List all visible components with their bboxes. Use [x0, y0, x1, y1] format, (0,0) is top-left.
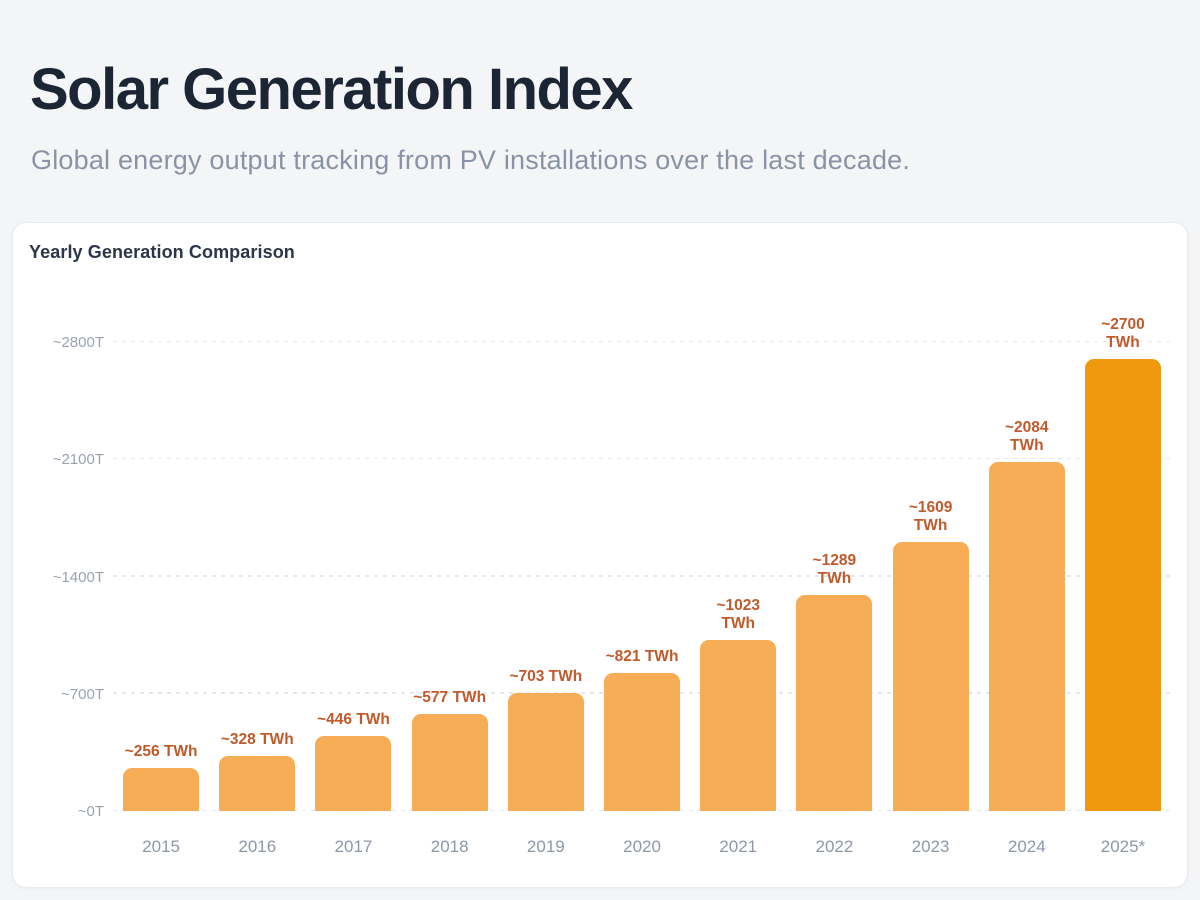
bar: ~1289 TWh — [796, 552, 873, 811]
x-axis-tick-label: 2021 — [719, 837, 758, 856]
bar: ~446 TWh — [315, 711, 392, 811]
bar: ~821 TWh — [604, 648, 681, 811]
x-axis-tick-label: 2024 — [1007, 837, 1046, 856]
y-axis-tick-label: ~1400T — [52, 568, 104, 586]
page-title: Solar Generation Index — [30, 57, 633, 122]
bar-value-label: ~2084 TWh — [1005, 418, 1049, 454]
bar: ~256 TWh — [123, 743, 200, 811]
bars-row: ~256 TWh 2015 ~328 TWh 2016 ~446 TWh 2017 ~577… — [113, 301, 1171, 856]
bar-group: ~2700 TWh 2025* — [1075, 301, 1171, 856]
gridline — [113, 340, 1171, 342]
bar: ~2084 TWh — [988, 419, 1065, 811]
gridline — [113, 574, 1171, 577]
bar: ~2700 TWh — [1084, 316, 1161, 811]
bar-group: ~703 TWh 2019 — [498, 301, 594, 856]
page-subtitle: Global energy output tracking from PV in… — [31, 145, 911, 175]
x-axis-tick-label: 2025* — [1100, 837, 1146, 856]
bar-value-label: ~703 TWh — [509, 668, 583, 686]
bar-value-label: ~2700 TWh — [1101, 315, 1145, 351]
x-axis-tick-label: 2015 — [142, 837, 181, 856]
y-axis-tick-label: ~0T — [77, 803, 104, 820]
bar: ~1609 TWh — [892, 499, 969, 811]
bar-value-label: ~446 TWh — [317, 711, 390, 729]
bar-group: ~1609 TWh 2023 — [883, 301, 979, 856]
bar-group: ~1289 TWh 2022 — [786, 301, 882, 856]
x-axis-tick-label: 2018 — [430, 837, 469, 856]
plot-area: ~2800T ~2100T ~1400T ~700T ~0T ~256 TWh 2015 ~… — [53, 301, 1171, 856]
x-axis-tick-label: 2017 — [334, 837, 373, 856]
bar: ~577 TWh — [411, 689, 488, 811]
bar-group: ~1023 TWh 2021 — [690, 301, 786, 856]
bar: ~1023 TWh — [700, 597, 777, 811]
x-axis-tick-label: 2023 — [911, 837, 950, 856]
x-axis-tick-label: 2022 — [815, 837, 854, 856]
bar: ~703 TWh — [507, 668, 584, 811]
bar-group: ~328 TWh 2016 — [209, 301, 305, 856]
bar-value-label: ~1289 TWh — [812, 552, 857, 588]
gridline — [113, 457, 1171, 460]
bar-group: ~2084 TWh 2024 — [979, 301, 1075, 856]
bar-group: ~821 TWh 2020 — [594, 301, 690, 856]
bar-value-label: ~577 TWh — [413, 689, 487, 707]
bar-value-label: ~256 TWh — [124, 743, 198, 761]
bar-group: ~256 TWh 2015 — [113, 301, 209, 856]
chart-title: Yearly Generation Comparison — [29, 242, 295, 262]
chart-card: Yearly Generation Comparison ~2800T ~2100… — [12, 222, 1188, 888]
y-axis-tick-label: ~2800T — [52, 334, 104, 351]
x-axis-tick-label: 2016 — [238, 837, 277, 856]
bar-group: ~446 TWh 2017 — [305, 301, 401, 856]
bar-value-label: ~328 TWh — [220, 731, 294, 749]
y-axis-tick-label: ~700T — [61, 685, 104, 703]
bar-value-label: ~821 TWh — [605, 648, 679, 666]
y-axis-tick-label: ~2100T — [52, 451, 104, 469]
x-axis-tick-label: 2020 — [623, 837, 661, 856]
bar-value-label: ~1609 TWh — [908, 498, 953, 534]
bar-group: ~577 TWh 2018 — [402, 301, 498, 856]
bar: ~328 TWh — [219, 731, 296, 811]
bar-value-label: ~1023 TWh — [716, 596, 760, 632]
x-axis-tick-label: 2019 — [526, 837, 565, 856]
